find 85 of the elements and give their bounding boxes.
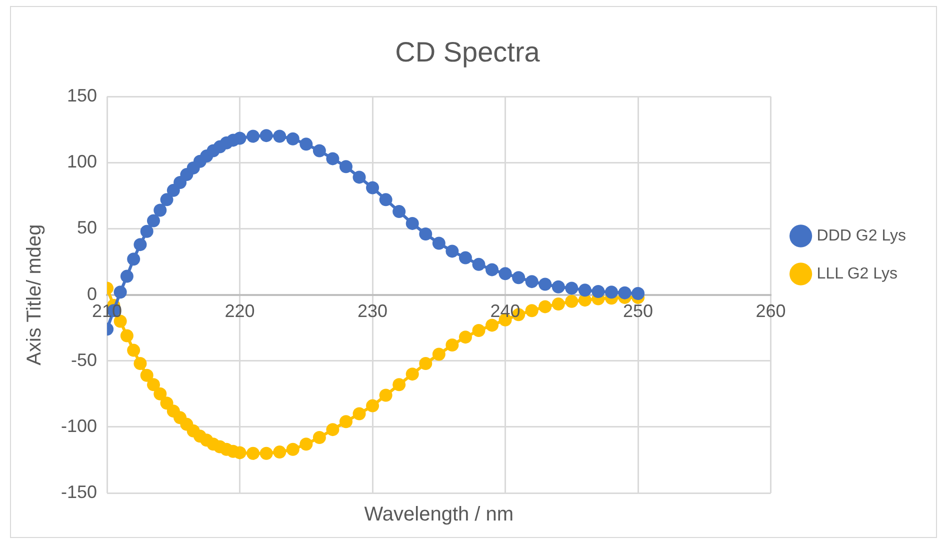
x-tick-label: 260 [756, 300, 786, 321]
point [632, 286, 645, 300]
point [578, 284, 592, 297]
y-tick-label: 0 [87, 284, 98, 304]
point [127, 344, 140, 357]
point [127, 252, 140, 266]
point [233, 132, 246, 145]
point [134, 357, 147, 370]
point [286, 442, 300, 456]
point [552, 298, 565, 311]
point [273, 130, 286, 143]
point [565, 294, 578, 308]
point [419, 357, 432, 370]
point [552, 280, 565, 294]
point [379, 388, 392, 402]
point [273, 446, 286, 459]
point [512, 271, 526, 284]
point [604, 286, 618, 299]
point [154, 387, 167, 400]
point [286, 132, 300, 146]
chart-title: CD Spectra [395, 36, 540, 68]
point [432, 348, 446, 361]
point [312, 144, 326, 158]
point [486, 263, 499, 276]
point [300, 438, 313, 451]
point [120, 270, 134, 283]
x-tick-label: 250 [623, 300, 654, 321]
point [134, 238, 147, 252]
y-tick-label: 50 [76, 218, 98, 238]
point [392, 378, 406, 392]
point [406, 368, 419, 381]
point [565, 282, 578, 295]
point [146, 214, 160, 228]
point [246, 130, 260, 143]
legend-label: LLL G2 Lys [816, 265, 898, 282]
point [446, 244, 459, 258]
point [525, 275, 538, 288]
legend-label: DDD G2 Lys [816, 227, 906, 244]
point [432, 236, 446, 250]
y-axis-title: Axis Title/ mdeg [24, 224, 46, 366]
point [379, 193, 392, 206]
y-tick-label: -100 [60, 416, 98, 436]
point [458, 251, 472, 264]
point [140, 224, 154, 238]
point [114, 286, 127, 299]
point [120, 329, 134, 342]
point [538, 300, 552, 314]
point [160, 193, 174, 206]
point [326, 423, 340, 436]
point [538, 278, 552, 291]
point [392, 205, 406, 218]
point [618, 286, 632, 300]
point [458, 330, 472, 344]
point [472, 324, 486, 337]
point [246, 446, 260, 460]
point [366, 399, 380, 412]
point [146, 378, 160, 392]
point [352, 407, 366, 420]
point [498, 267, 512, 280]
point [446, 338, 459, 352]
y-tick-label: 150 [66, 86, 98, 106]
point [312, 431, 326, 444]
point [154, 204, 167, 217]
point [486, 318, 499, 332]
point [592, 284, 605, 298]
point [326, 152, 340, 166]
x-tick-label: 230 [358, 300, 388, 321]
y-tick-label: -150 [60, 482, 98, 502]
point [260, 129, 273, 142]
x-axis-title: Wavelength / nm [364, 504, 514, 526]
point [366, 181, 380, 194]
point [525, 304, 538, 318]
point [352, 170, 366, 184]
point [472, 258, 486, 271]
y-tick-label: 100 [66, 152, 98, 172]
point [406, 216, 419, 230]
y-tick-label: -50 [71, 350, 98, 370]
x-tick-label: 220 [224, 300, 255, 321]
point [419, 228, 432, 241]
point [300, 138, 313, 151]
point [260, 446, 273, 460]
point [233, 446, 246, 460]
point [339, 415, 352, 428]
point [140, 368, 154, 382]
point [339, 160, 352, 174]
